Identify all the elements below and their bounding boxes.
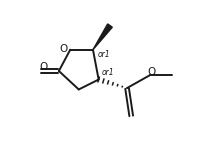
- Text: O: O: [60, 44, 68, 54]
- Text: or1: or1: [97, 50, 110, 59]
- Text: O: O: [39, 62, 47, 72]
- Text: or1: or1: [101, 68, 114, 77]
- Text: O: O: [147, 67, 155, 77]
- Polygon shape: [93, 24, 112, 50]
